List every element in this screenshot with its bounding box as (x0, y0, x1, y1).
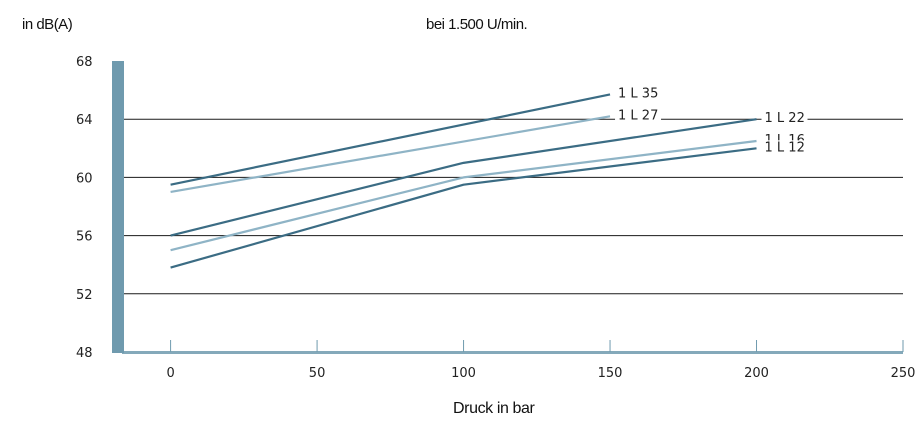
y-tick-label-64: 64 (76, 113, 93, 128)
series-label-bg-1-l-22 (761, 111, 808, 126)
y-tick-label-48: 48 (76, 346, 93, 361)
x-tick-label-100: 100 (451, 366, 476, 381)
y-axis-label: in dB(A) (22, 16, 73, 33)
x-tick-label-200: 200 (744, 366, 769, 381)
chart-title: bei 1.500 U/min. (426, 16, 528, 33)
series-label-1-l-35: 1 L 35 (618, 86, 658, 101)
y-tick-label-56: 56 (76, 230, 93, 245)
y-axis-line (112, 61, 124, 353)
x-tick-label-250: 250 (891, 366, 916, 381)
series-line-1-l-27 (170, 115, 611, 194)
x-tick-label-50: 50 (309, 366, 326, 381)
y-tick-label-52: 52 (76, 288, 93, 303)
series-label-1-l-22: 1 L 22 (765, 111, 805, 126)
series-label-1-l-12: 1 L 12 (765, 140, 805, 155)
y-tick-label-60: 60 (76, 171, 93, 186)
y-tick-label-68: 68 (76, 55, 93, 70)
series-label-bg-1-l-35 (615, 86, 662, 101)
series-line-1-l-35 (170, 93, 611, 186)
series-line-1-l-16 (170, 139, 757, 252)
series-line-1-l-12 (170, 147, 757, 269)
series-label-bg-1-l-12 (761, 140, 808, 155)
series-label-1-l-27: 1 L 27 (618, 108, 658, 123)
x-tick-label-150: 150 (598, 366, 623, 381)
x-axis-label: Druck in bar (453, 400, 535, 417)
x-axis-line (122, 351, 903, 354)
x-tick-label-0: 0 (166, 366, 174, 381)
series-line-1-l-22 (170, 118, 757, 237)
series-label-bg-1-l-27 (615, 108, 662, 123)
